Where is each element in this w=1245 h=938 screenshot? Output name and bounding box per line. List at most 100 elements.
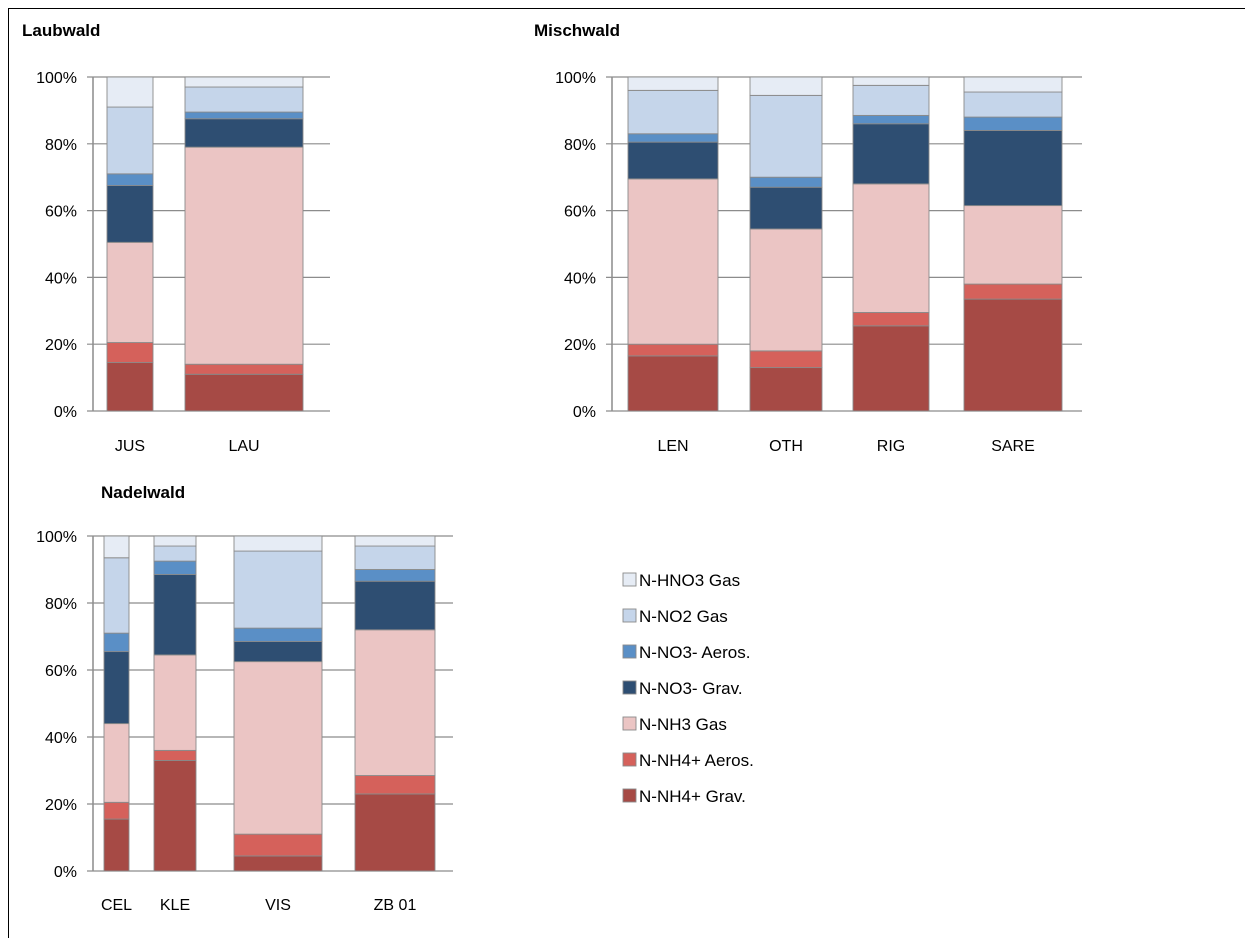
legend-item: N-NO3- Aeros. <box>622 643 750 662</box>
y-tick-label: 100% <box>36 529 77 546</box>
y-tick-label: 20% <box>45 797 77 814</box>
bar-segment-n-no2-gas <box>354 545 436 570</box>
bar-segment-n-no3-grav <box>153 574 197 656</box>
bar-segment-n-no3-aeros <box>153 560 197 575</box>
x-tick-label: RIG <box>877 438 905 455</box>
legend-item: N-NH4+ Grav. <box>622 787 746 806</box>
bar-segment-n-no3-aeros <box>963 116 1063 131</box>
bar-segment-n-no2-gas <box>852 84 930 116</box>
x-tick-label: LAU <box>228 438 259 455</box>
bar-segment-n-hno3-gas <box>184 76 304 88</box>
legend-label: N-NO3- Aeros. <box>639 643 750 662</box>
bar-segment-n-no2-gas <box>184 86 304 113</box>
bar-segment-n-nh4-grav <box>627 355 719 412</box>
legend: N-HNO3 Gas N-NO2 Gas N-NO3- Aeros. N-NO3- G… <box>622 571 754 806</box>
y-tick-label: 60% <box>564 204 596 221</box>
x-tick-label: SARE <box>991 438 1035 455</box>
bar-segment-n-no3-aeros <box>354 569 436 582</box>
bar-segment-n-hno3-gas <box>354 535 436 547</box>
legend-swatch <box>622 608 637 623</box>
y-tick-label: 60% <box>45 204 77 221</box>
bar-segment-n-nh3-gas <box>852 183 930 313</box>
bar-segment-n-nh3-gas <box>627 178 719 345</box>
bar-segment-n-nh4-aeros <box>106 342 154 364</box>
chart-laubwald: Laubwald 0% 20% 40% 60% 80% 100% JUS LAU <box>22 21 330 455</box>
bar-segment-n-hno3-gas <box>749 76 823 96</box>
bar-segment-n-no3-grav <box>354 580 436 631</box>
bar-segment-n-nh3-gas <box>153 654 197 751</box>
y-tick-label: 40% <box>45 730 77 747</box>
bar-segment-n-hno3-gas <box>153 535 197 547</box>
bar-segment-n-hno3-gas <box>627 76 719 91</box>
x-tick-label: VIS <box>265 897 291 914</box>
bar-segment-n-nh4-aeros <box>627 343 719 357</box>
legend-swatch <box>622 680 637 695</box>
y-tick-label: 0% <box>54 404 77 421</box>
y-tick-label: 80% <box>564 137 596 154</box>
bar-segment-n-nh4-aeros <box>852 312 930 327</box>
bar-segment-n-nh3-gas <box>233 661 323 835</box>
bar-segment-n-no3-aeros <box>233 627 323 642</box>
bar-segment-n-nh4-aeros <box>184 363 304 375</box>
bar-segment-n-nh3-gas <box>184 146 304 365</box>
y-tick-label: 20% <box>564 337 596 354</box>
y-tick-label: 100% <box>555 70 596 87</box>
bar-segment-n-nh4-aeros <box>354 775 436 795</box>
bar-segment-n-no2-gas <box>153 545 197 562</box>
legend-item: N-HNO3 Gas <box>622 571 740 590</box>
chart-title: Laubwald <box>22 21 100 40</box>
legend-swatch <box>622 716 637 731</box>
chart-title: Mischwald <box>534 21 620 40</box>
bar-segment-n-nh3-gas <box>749 228 823 352</box>
legend-label: N-HNO3 Gas <box>639 571 740 590</box>
chart-title: Nadelwald <box>101 483 185 502</box>
bar-segment-n-no3-aeros <box>106 173 154 187</box>
bar-segment-n-hno3-gas <box>233 535 323 552</box>
bar-segment-n-nh4-aeros <box>233 833 323 857</box>
bar-segment-n-no3-aeros <box>627 133 719 143</box>
legend-label: N-NO2 Gas <box>639 607 728 626</box>
bar-segment-n-nh4-aeros <box>103 801 130 820</box>
bar-segment-n-no3-grav <box>852 123 930 185</box>
bar-segment-n-nh4-grav <box>963 298 1063 412</box>
bar-segment-n-no3-grav <box>233 641 323 663</box>
bar-segment-n-no3-aeros <box>184 111 304 120</box>
bar-segment-n-no2-gas <box>233 550 323 629</box>
bar-segment-n-nh4-aeros <box>749 350 823 369</box>
legend-item: N-NO2 Gas <box>622 607 728 626</box>
bar-segment-n-no2-gas <box>627 89 719 135</box>
legend-label: N-NH3 Gas <box>639 715 727 734</box>
bar-segment-n-nh4-aeros <box>153 749 197 761</box>
bar-segment-n-hno3-gas <box>963 76 1063 93</box>
bar-segment-n-nh3-gas <box>106 241 154 343</box>
bar-segment-n-hno3-gas <box>103 535 130 559</box>
legend-label: N-NH4+ Aeros. <box>639 751 754 770</box>
figure-frame <box>8 8 1245 938</box>
bar-segment-n-no2-gas <box>106 106 154 175</box>
x-tick-label: CEL <box>101 897 132 914</box>
bar-segment-n-no3-grav <box>627 141 719 180</box>
x-tick-label: KLE <box>160 897 190 914</box>
bar-segment-n-nh3-gas <box>103 723 130 803</box>
bar-segment-n-nh4-aeros <box>963 283 1063 300</box>
legend-item: N-NO3- Grav. <box>622 679 743 698</box>
legend-swatch <box>622 644 637 659</box>
bar-segment-n-no3-grav <box>749 186 823 230</box>
legend-label: N-NH4+ Grav. <box>639 787 746 806</box>
bar-segment-n-nh4-grav <box>852 325 930 412</box>
bar-segment-n-no3-grav <box>106 185 154 243</box>
x-tick-label: JUS <box>115 438 145 455</box>
y-tick-label: 40% <box>564 270 596 287</box>
bar-segment-n-no3-aeros <box>103 632 130 653</box>
legend-item: N-NH3 Gas <box>622 715 727 734</box>
bar-segment-n-nh4-grav <box>153 760 197 872</box>
bar-segment-n-no2-gas <box>749 94 823 178</box>
y-tick-label: 80% <box>45 596 77 613</box>
bar-segment-n-no3-grav <box>103 651 130 725</box>
bar-segment-n-no3-grav <box>184 118 304 148</box>
x-tick-label: LEN <box>657 438 688 455</box>
y-tick-label: 80% <box>45 137 77 154</box>
chart-nadelwald: Nadelwald 0% 20% 40% 60% 80% 100% CEL KLE VIS ZB 0… <box>36 483 453 914</box>
bar-segment-n-no2-gas <box>963 91 1063 118</box>
